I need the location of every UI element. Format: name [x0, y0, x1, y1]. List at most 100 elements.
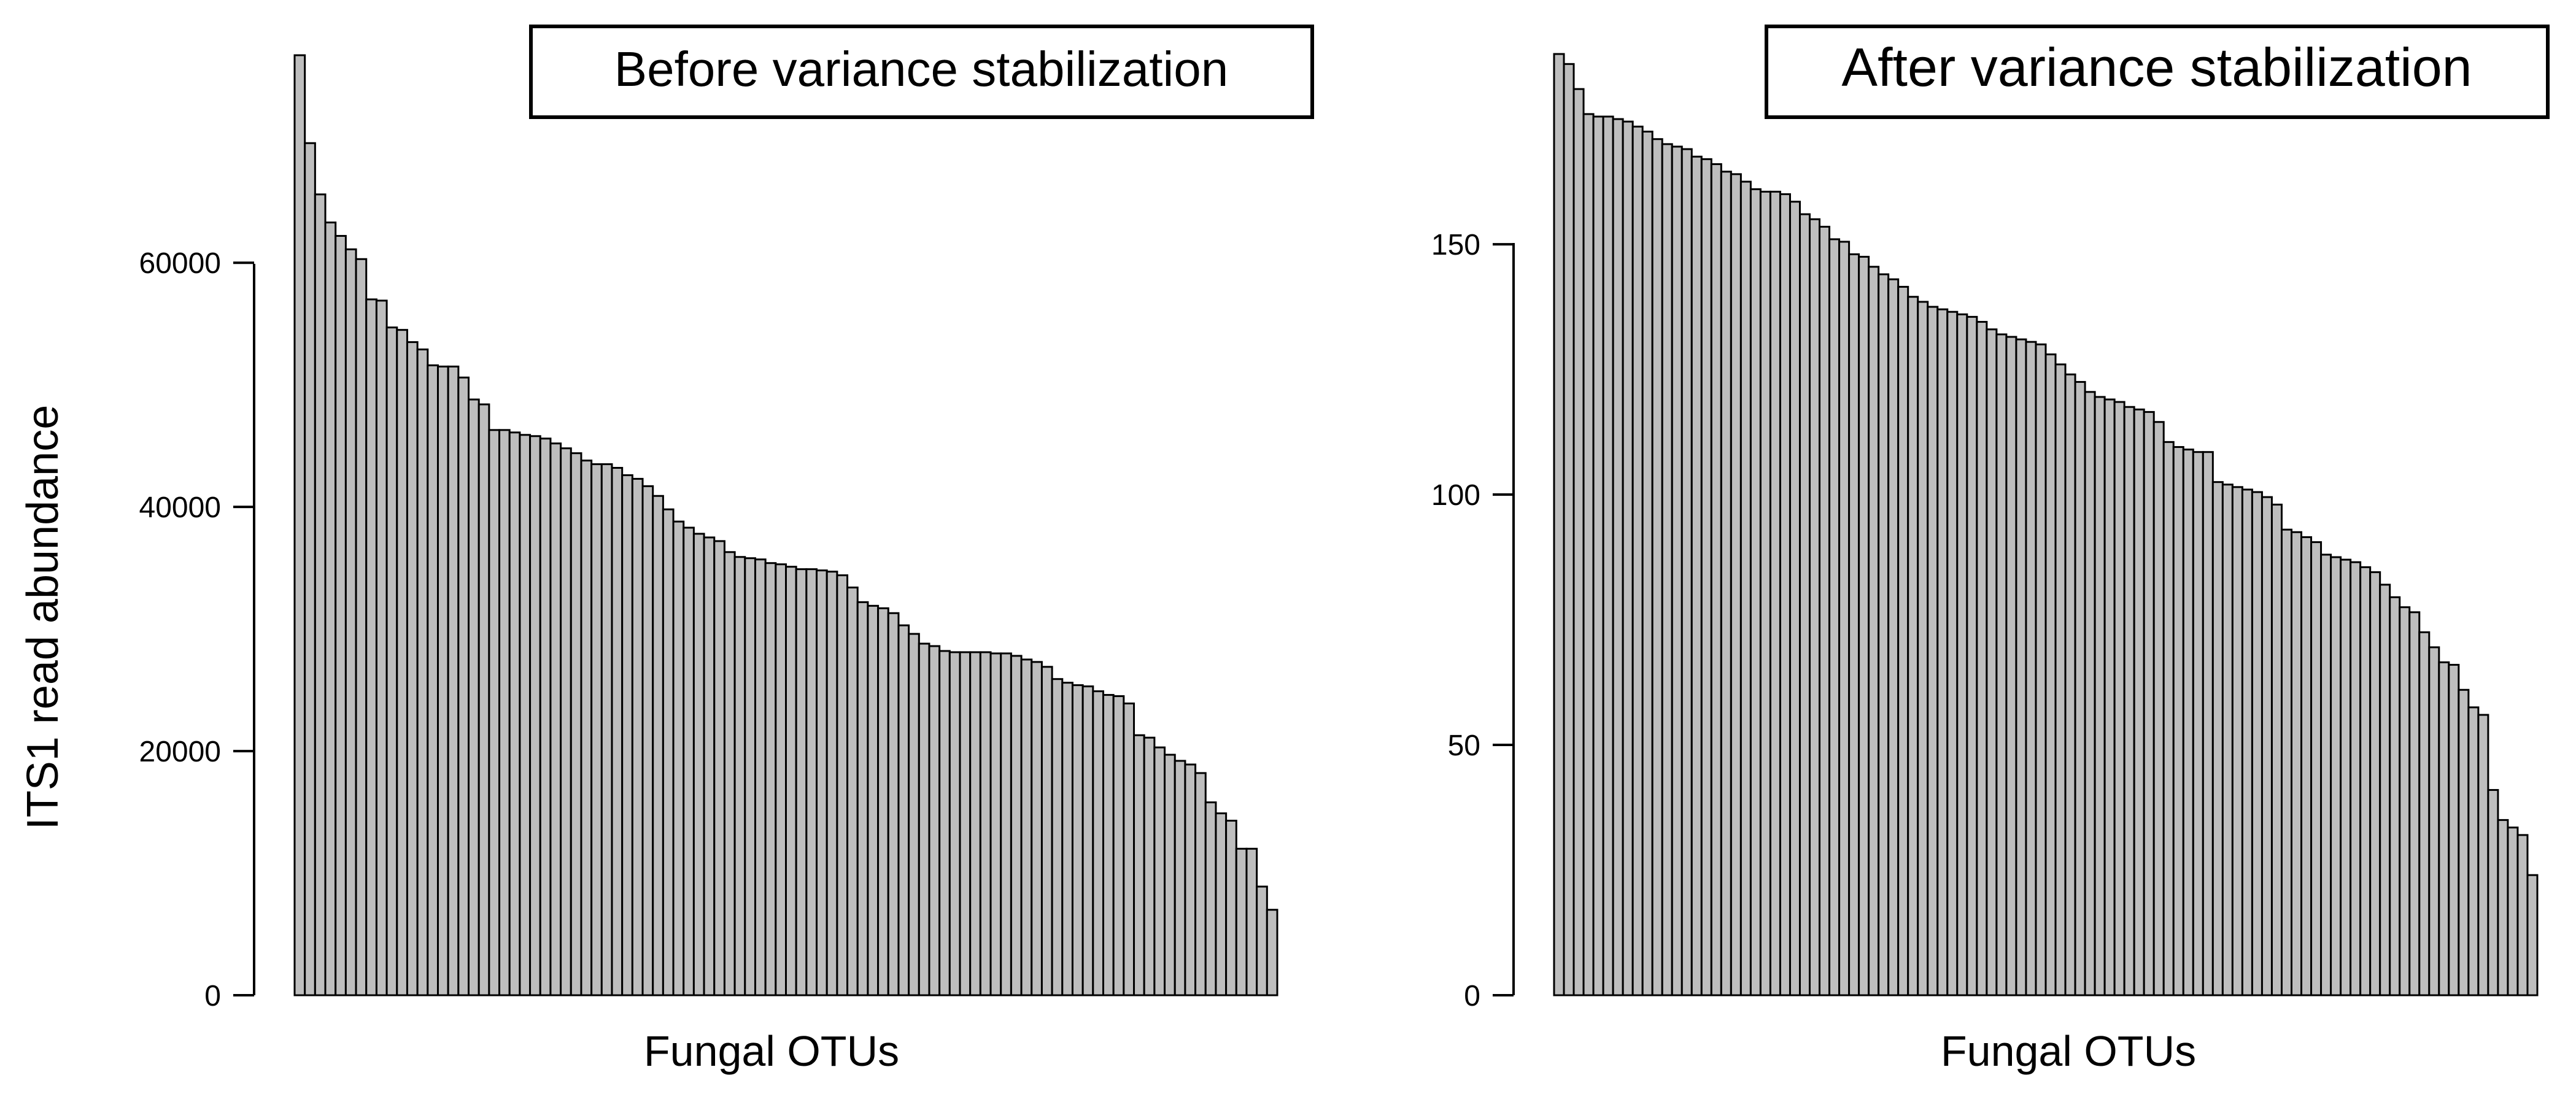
bar [918, 642, 930, 996]
bar [836, 574, 849, 996]
bar [1848, 253, 1860, 996]
bar [1739, 180, 1752, 996]
bars [293, 54, 1278, 996]
bar [1631, 125, 1644, 996]
bar [1020, 658, 1033, 996]
bar [2231, 486, 2243, 996]
bar [1651, 138, 1663, 996]
bar [846, 586, 859, 996]
bar [1966, 315, 1978, 996]
x-axis-label: Fungal OTUs [644, 1027, 899, 1075]
bar [416, 349, 429, 996]
bar [1164, 753, 1176, 996]
bar [683, 526, 695, 996]
bar [1215, 812, 1228, 996]
bar [1010, 655, 1023, 996]
bar [2094, 396, 2106, 996]
bar [2300, 536, 2313, 996]
bar [2310, 541, 2323, 996]
bar [713, 540, 725, 996]
bar [2113, 401, 2125, 996]
bar [2202, 451, 2214, 996]
bar [2064, 373, 2076, 996]
bar [1071, 684, 1084, 996]
bar [887, 612, 900, 996]
bar [375, 299, 388, 996]
bar [1641, 130, 1654, 996]
bar [2418, 631, 2431, 996]
bar [570, 452, 582, 996]
bar [2035, 343, 2047, 996]
bar [1592, 115, 1604, 996]
bar [2241, 488, 2253, 996]
bar [2408, 611, 2421, 996]
bar [775, 563, 787, 996]
bar [1887, 278, 1900, 996]
bar [1819, 226, 1831, 996]
bar [396, 329, 408, 996]
bar [1563, 63, 1575, 996]
bar [1759, 190, 1771, 996]
bar [2172, 446, 2184, 996]
bar [1153, 746, 1166, 996]
bar [344, 248, 357, 996]
bar [1700, 158, 1712, 996]
bar [2379, 584, 2391, 996]
bar [1681, 148, 1693, 996]
bar [1769, 190, 1781, 996]
bar [692, 533, 705, 996]
bar [611, 466, 624, 996]
bar [2162, 441, 2175, 996]
bar [2487, 788, 2499, 996]
y-tick-label: 150 [1431, 229, 1480, 261]
y-tick-label: 0 [204, 980, 221, 1012]
bar [1995, 333, 2008, 996]
panel-title: Before variance stabilization [614, 42, 1229, 96]
bar [1976, 321, 1988, 996]
bar [723, 551, 736, 996]
bar [1143, 736, 1156, 996]
bar [1809, 218, 1821, 996]
bar [488, 429, 501, 996]
bar [1936, 308, 1949, 996]
bar [590, 463, 603, 996]
bar [877, 607, 889, 996]
bar [2152, 421, 2165, 996]
bar [1612, 118, 1624, 996]
y-tick-label: 40000 [139, 491, 221, 524]
bar [1245, 847, 1258, 996]
bar [744, 557, 756, 996]
bar [1123, 702, 1135, 996]
bar [1671, 145, 1683, 996]
bar [529, 435, 541, 996]
bar [600, 463, 613, 996]
bar [754, 558, 767, 996]
bar [2330, 556, 2342, 996]
bar [1174, 760, 1186, 996]
bar [2526, 874, 2539, 996]
bar [427, 364, 439, 996]
bar [539, 437, 552, 996]
bar [1858, 255, 1870, 996]
bar [2143, 410, 2155, 996]
bar [2211, 481, 2224, 996]
bar [1000, 652, 1012, 996]
bar [1225, 819, 1237, 996]
bar [1194, 772, 1207, 996]
y-tick-label: 0 [1464, 980, 1480, 1012]
panel-title: After variance stabilization [1841, 37, 2472, 98]
bar [1040, 666, 1053, 996]
bar [2103, 398, 2116, 996]
bar [2320, 553, 2332, 996]
bar [1956, 313, 1968, 996]
bar [1917, 301, 1929, 996]
legend-box [1765, 25, 2550, 119]
bar [2340, 558, 2352, 996]
bar [580, 460, 593, 996]
bar [2182, 449, 2194, 996]
bar [468, 398, 480, 996]
bar [631, 477, 644, 996]
y-tick-label: 60000 [139, 247, 221, 280]
bar [1133, 734, 1145, 996]
